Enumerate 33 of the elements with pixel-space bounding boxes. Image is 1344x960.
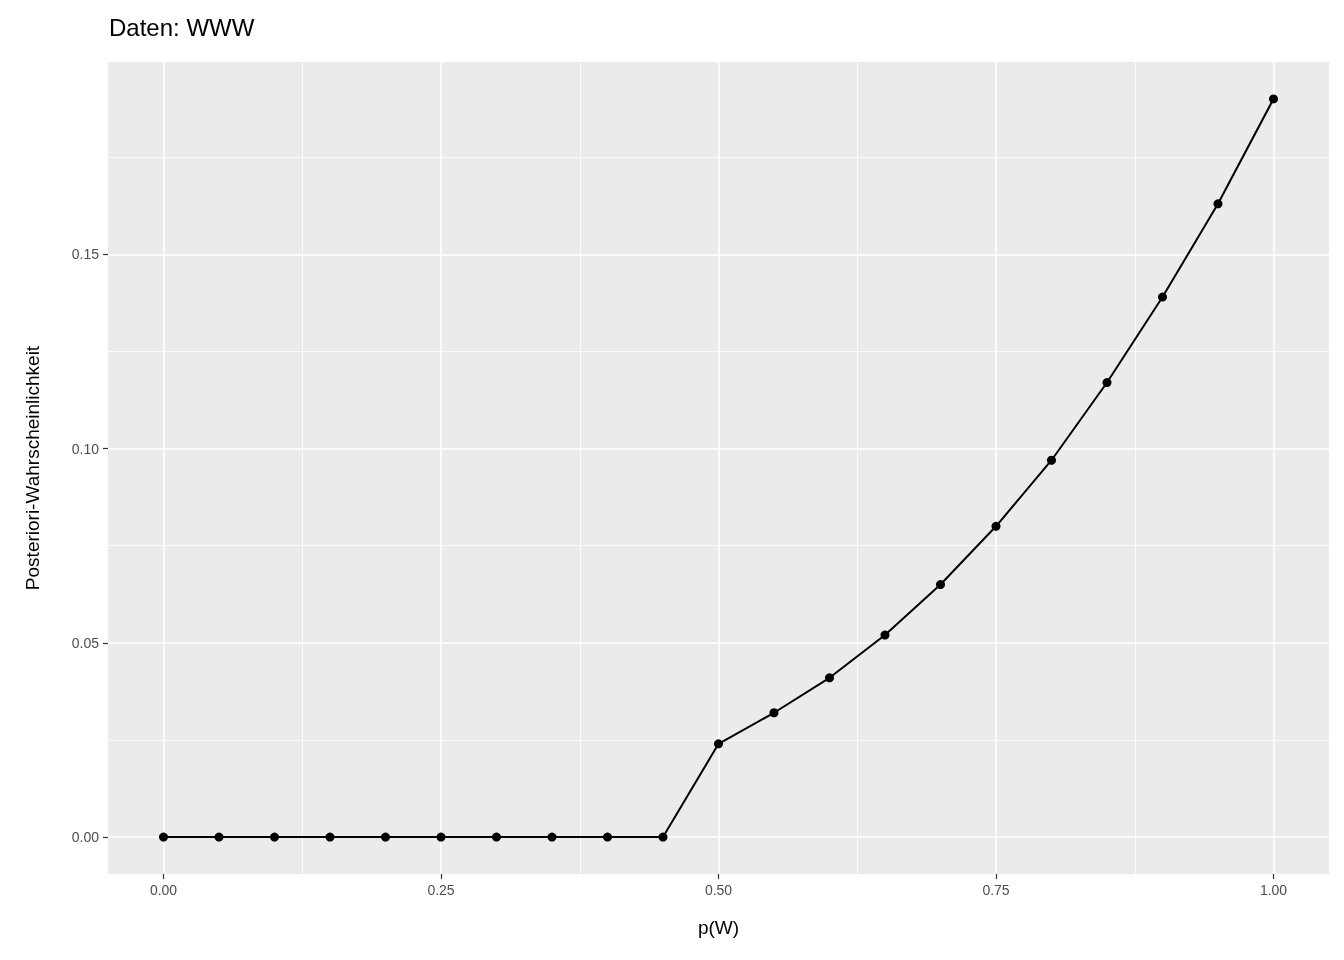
point (1102, 378, 1112, 388)
point (159, 832, 168, 842)
y-tick-label: 0.10 (71, 440, 100, 457)
point (547, 832, 557, 842)
y-tick-label: 0.05 (71, 634, 100, 651)
x-tick-label: 0.50 (704, 882, 733, 898)
y-tick-label: 0.00 (71, 829, 100, 846)
x-axis-title: p(W) (697, 917, 740, 938)
y-tick-label: 0.15 (71, 246, 100, 263)
point (936, 580, 945, 590)
point (270, 832, 279, 842)
x-tick-label: 0.25 (427, 882, 455, 898)
point (492, 832, 501, 842)
point (991, 521, 1001, 531)
point (1158, 292, 1167, 302)
point (880, 630, 890, 640)
point (658, 832, 668, 842)
point (436, 832, 446, 842)
point (769, 708, 779, 718)
point (1213, 199, 1223, 209)
point (603, 832, 612, 842)
point (1047, 455, 1056, 465)
point (825, 673, 834, 683)
chart-title: Daten: WWW (109, 13, 255, 41)
y-axis-title: Posteriori-Wahrscheinlichkeit (22, 345, 43, 591)
point (381, 832, 390, 842)
x-tick-label: 0.00 (149, 882, 178, 898)
point (714, 739, 723, 749)
point (325, 832, 335, 842)
x-tick-label: 1.00 (1259, 882, 1288, 898)
point (214, 832, 224, 842)
point (1269, 94, 1278, 104)
x-tick-label: 0.75 (982, 882, 1010, 898)
